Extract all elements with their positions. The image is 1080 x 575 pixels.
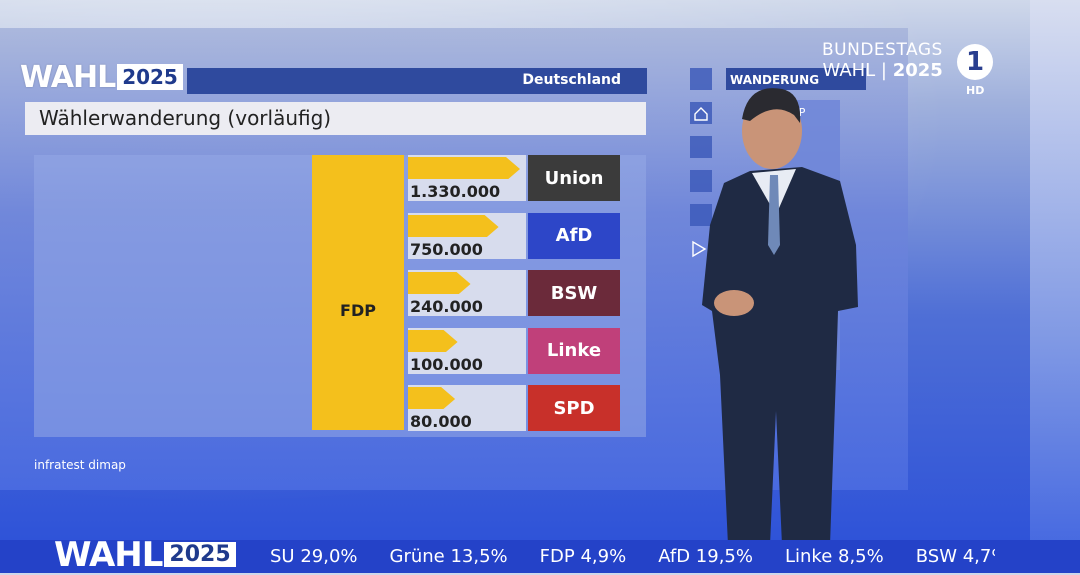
- flow-row: 80.000: [408, 385, 526, 431]
- flow-row: 100.000: [408, 327, 526, 374]
- side-button[interactable]: [690, 170, 712, 192]
- channel-line2: WAHL | 2025: [822, 60, 943, 81]
- flow-bar: [408, 157, 520, 179]
- ticker-item: AfD 19,5%: [658, 546, 753, 567]
- hands: [714, 290, 754, 316]
- party-label-union: Union: [528, 155, 620, 201]
- side-button: [690, 68, 712, 90]
- region-bar: Deutschland: [187, 68, 647, 94]
- channel-logo: BUNDESTAGS WAHL | 2025: [822, 40, 943, 81]
- logo-word: WAHL: [20, 59, 116, 95]
- graphic-logo: WAHL 2025: [20, 59, 183, 95]
- logo-year: 2025: [117, 64, 183, 90]
- region-label: Deutschland: [522, 72, 621, 88]
- tie: [768, 175, 780, 255]
- flow-bar: [408, 329, 458, 352]
- party-label-linke: Linke: [528, 327, 620, 374]
- source-party-bar: FDP: [312, 155, 404, 430]
- flow-bar: [408, 272, 471, 294]
- ticker-text: SU 29,0% Grüne 13,5% FDP 4,9% AfD 19,5% Link…: [270, 546, 995, 567]
- ticker-item: SU 29,0%: [270, 546, 358, 567]
- ticker-item: BSW 4,7%: [915, 546, 995, 567]
- right-video-wall: [1030, 0, 1080, 573]
- ard-icon: 1: [957, 44, 993, 80]
- side-button[interactable]: [690, 204, 712, 226]
- party-label-afd: AfD: [528, 212, 620, 259]
- party-label-spd: SPD: [528, 385, 620, 431]
- presenter: [702, 88, 858, 545]
- flow-bar: [408, 214, 499, 237]
- flow-value-label: 1.330.000: [410, 182, 501, 201]
- flow-value-label: 750.000: [410, 239, 483, 259]
- flow-arrow-spd: [408, 387, 456, 409]
- flow-value-label: 240.000: [410, 297, 483, 316]
- side-button[interactable]: [690, 136, 712, 158]
- source-label: infratest dimap: [34, 458, 126, 472]
- flow-arrow-union: [408, 157, 520, 179]
- suit: [702, 167, 858, 545]
- title-bar: Wählerwanderung (vorläufig): [25, 102, 646, 135]
- hair: [742, 88, 801, 123]
- flow-arrow-linke: [408, 329, 458, 352]
- flow-row: 1.330.000: [408, 155, 526, 201]
- flow-value-label: 100.000: [410, 354, 483, 374]
- ticker-logo-year: 2025: [164, 542, 236, 567]
- ticker-item: Linke 8,5%: [784, 546, 884, 567]
- chart-title: Wählerwanderung (vorläufig): [39, 106, 332, 130]
- flow-bar: [408, 387, 456, 409]
- home-icon: [694, 107, 708, 121]
- side-panel-title: WANDERUNG: [730, 73, 819, 87]
- source-party-label: FDP: [340, 301, 376, 320]
- play-icon[interactable]: [692, 240, 707, 258]
- flow-arrow-bsw: [408, 272, 471, 294]
- side-panel-header: [726, 68, 866, 90]
- flow-value-label: 80.000: [410, 412, 472, 431]
- ticker-logo-word: WAHL: [54, 534, 163, 575]
- channel-line2-a: WAHL |: [822, 60, 893, 81]
- hd-label: HD: [966, 84, 985, 97]
- ticker-item: Grüne 13,5%: [389, 546, 508, 567]
- ticker-item: FDP 4,9%: [539, 546, 627, 567]
- party-label-bsw: BSW: [528, 270, 620, 316]
- flow-row: 240.000: [408, 270, 526, 316]
- channel-line2-b: 2025: [892, 60, 943, 81]
- channel-line1: BUNDESTAGS: [822, 40, 943, 60]
- ard-mark: 1: [965, 47, 985, 77]
- flow-arrow-afd: [408, 214, 499, 237]
- flow-row: 750.000: [408, 212, 526, 259]
- ticker-logo: WAHL 2025: [54, 534, 236, 575]
